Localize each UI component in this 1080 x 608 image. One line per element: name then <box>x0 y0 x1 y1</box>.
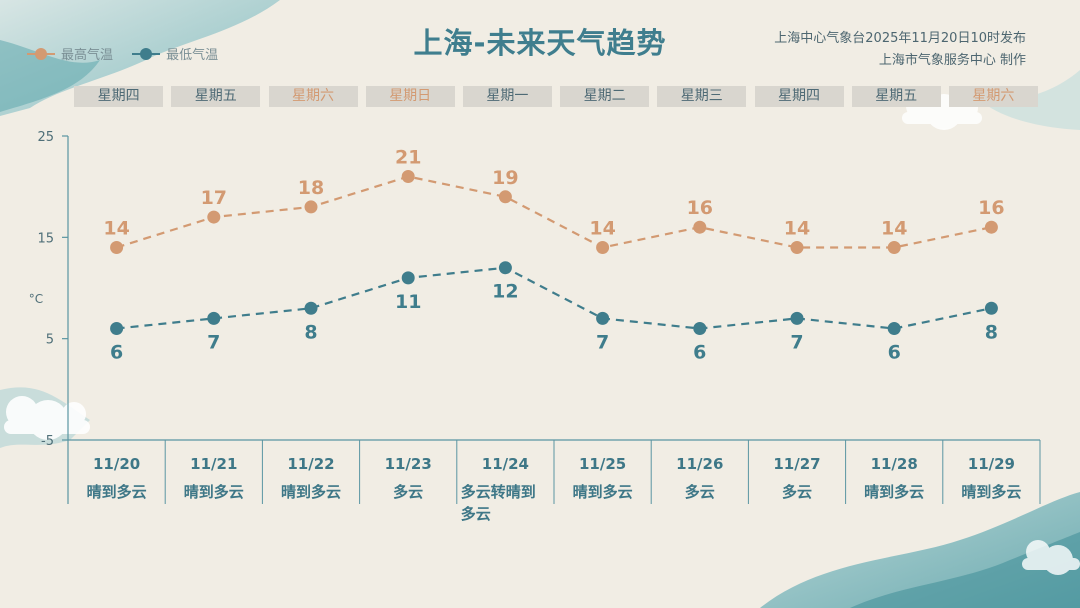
data-label-high: 14 <box>103 217 129 239</box>
data-label-low: 6 <box>693 342 706 364</box>
data-point-low <box>790 311 804 325</box>
data-point-low <box>401 271 415 285</box>
legend-item-low: 最低气温 <box>131 44 218 63</box>
legend-high-label: 最高气温 <box>61 48 114 63</box>
data-label-high: 14 <box>589 217 615 239</box>
date-label: 11/20 <box>92 455 141 473</box>
series-line-low <box>116 266 992 330</box>
weekday-label: 星期五 <box>171 86 261 107</box>
weekday-label: 星期五 <box>851 86 941 107</box>
data-point-high <box>790 240 804 254</box>
weather-label: 多云转晴到多云 <box>460 483 536 523</box>
data-point-high <box>596 240 610 254</box>
data-label-low: 7 <box>207 331 220 353</box>
data-point-high <box>498 190 512 204</box>
weather-label: 晴到多云 <box>183 483 244 501</box>
chart-legend: 最高气温 最低气温 <box>26 44 232 65</box>
y-tick-label: 15 <box>37 231 54 246</box>
data-point-low <box>304 301 318 315</box>
weekday-label: 星期三 <box>657 86 747 107</box>
data-label-low: 6 <box>888 342 901 364</box>
weather-label: 晴到多云 <box>864 483 925 501</box>
data-point-high <box>401 170 415 184</box>
legend-low-label: 最低气温 <box>166 48 219 63</box>
weekday-label: 星期四 <box>74 86 164 107</box>
page-title: 上海-未来天气趋势 <box>413 26 667 60</box>
data-label-low: 8 <box>985 321 998 343</box>
weekday-label: 星期二 <box>560 86 650 107</box>
issuer-info: 上海中心气象台2025年11月20日10时发布 上海市气象服务中心 制作 <box>774 28 1026 72</box>
weekday-label: 星期六 <box>948 86 1038 107</box>
data-point-low <box>110 322 124 336</box>
data-point-high <box>207 210 221 224</box>
date-label: 11/24 <box>481 455 529 473</box>
data-label-low: 6 <box>110 342 123 364</box>
legend-item-high: 最高气温 <box>26 44 113 63</box>
y-tick-label: 25 <box>37 130 54 145</box>
weekday-label: 星期六 <box>268 86 358 107</box>
weather-label: 晴到多云 <box>86 483 147 501</box>
legend-low-marker-icon <box>132 47 161 60</box>
weekday-label: 星期一 <box>462 86 552 107</box>
data-label-high: 16 <box>978 197 1004 219</box>
data-label-high: 16 <box>687 197 713 219</box>
data-point-high <box>693 220 707 234</box>
data-point-low <box>887 322 901 336</box>
data-point-high <box>887 240 901 254</box>
data-label-high: 18 <box>298 177 324 199</box>
data-label-high: 19 <box>492 167 518 189</box>
weekday-label: 星期四 <box>754 86 844 107</box>
issuer-line-1: 上海中心气象台2025年11月20日10时发布 <box>774 31 1026 46</box>
data-point-low <box>596 311 610 325</box>
data-label-low: 7 <box>596 331 609 353</box>
weather-label: 多云 <box>393 483 424 501</box>
data-label-high: 14 <box>784 217 810 239</box>
data-label-low: 7 <box>790 331 803 353</box>
data-label-low: 12 <box>492 281 518 303</box>
data-point-low <box>207 311 221 325</box>
series-line-high <box>116 175 992 249</box>
weather-label: 晴到多云 <box>572 483 633 501</box>
data-point-low <box>498 261 512 275</box>
legend-high-marker-icon <box>27 47 55 60</box>
date-label: 11/27 <box>773 455 821 473</box>
data-point-low <box>984 301 998 315</box>
data-label-high: 14 <box>881 217 907 239</box>
data-label-low: 8 <box>304 321 317 343</box>
weather-label: 多云 <box>781 483 812 501</box>
date-label: 11/23 <box>384 455 432 473</box>
weather-label: 晴到多云 <box>961 483 1022 501</box>
data-point-high <box>984 220 998 234</box>
data-label-high: 21 <box>395 147 421 169</box>
date-label: 11/28 <box>870 455 918 473</box>
data-point-low <box>693 322 707 336</box>
data-label-high: 17 <box>201 187 227 209</box>
weather-label: 晴到多云 <box>280 483 341 501</box>
y-tick-label: -5 <box>41 434 54 449</box>
weather-label: 多云 <box>684 483 715 501</box>
date-label: 11/26 <box>676 455 724 473</box>
weekday-label: 星期日 <box>365 86 455 107</box>
weekday-row: 星期四 星期五 星期六 星期日 星期一 星期二 星期三 星期四 星期五 星期六 <box>70 86 1040 108</box>
y-tick-label: 5 <box>46 333 54 348</box>
y-axis-unit-label: °C <box>29 292 43 306</box>
date-label: 11/25 <box>578 455 627 473</box>
date-label: 11/29 <box>967 455 1015 473</box>
issuer-line-2: 上海市气象服务中心 制作 <box>878 53 1026 68</box>
data-point-high <box>304 200 318 214</box>
date-label: 11/22 <box>287 455 335 473</box>
date-label: 11/21 <box>190 455 238 473</box>
data-label-low: 11 <box>395 291 421 313</box>
data-point-high <box>110 240 124 254</box>
